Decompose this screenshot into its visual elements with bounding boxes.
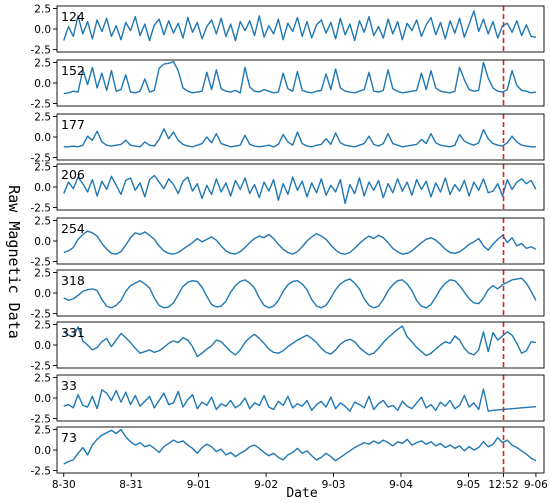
y-tick-label: -2.5: [31, 44, 52, 56]
y-tick-label: 0.0: [34, 236, 51, 248]
panel-frame: [56, 374, 545, 422]
series-line-177: [63, 128, 536, 148]
series-line-73: [63, 428, 537, 465]
y-tick-label: 2.5: [34, 424, 51, 436]
y-tick-label: -2.5: [31, 413, 52, 425]
panel-label: 331: [61, 325, 85, 340]
y-tick-label: 0.0: [34, 132, 51, 144]
y-tick-label: 0.0: [34, 78, 51, 90]
panel-331: 2.5 0.0 -2.5 331: [31, 319, 545, 372]
y-tick-label: -2.5: [31, 308, 52, 320]
y-tick-label: 2.5: [34, 111, 51, 123]
panel-frame: [56, 426, 545, 474]
y-tick-label: -2.5: [31, 465, 52, 477]
y-tick-label: -2.5: [31, 256, 52, 268]
y-tick-label: 2.5: [34, 57, 51, 69]
x-tick-label: 9-02: [254, 479, 278, 491]
x-tick-label: 9-04: [389, 479, 413, 491]
panel-label: 318: [61, 273, 85, 288]
panel-254: 2.5 0.0 -2.5 254: [31, 215, 545, 268]
panel-label: 152: [61, 63, 85, 78]
y-tick-label: 2.5: [34, 372, 51, 384]
y-tick-label: -2.5: [31, 360, 52, 372]
panel-73: 2.5 0.0 -2.5 73: [31, 424, 545, 477]
y-tick-label: 0.0: [34, 445, 51, 457]
y-tick-label: 0.0: [34, 24, 51, 36]
panel-177: 2.5 0.0 -2.5 177: [31, 111, 545, 164]
panel-frame: [56, 321, 545, 369]
y-tick-label: 2.5: [34, 3, 51, 15]
y-tick-label: 2.5: [34, 215, 51, 227]
panel-318: 2.5 0.0 -2.5 318: [31, 267, 545, 320]
y-axis-title: Raw Magnetic Data: [5, 185, 23, 339]
x-tick-label: 12:52: [488, 479, 518, 491]
x-tick-label: 9-06: [524, 479, 548, 491]
panel-206: 2.5 0.0 -2.5 206: [31, 161, 545, 214]
panel-label: 124: [61, 9, 85, 24]
y-tick-label: 0.0: [34, 182, 51, 194]
panel-label: 177: [61, 117, 85, 132]
panel-frame: [56, 217, 545, 265]
panel-frame: [56, 113, 545, 161]
panel-label: 33: [61, 378, 77, 393]
panel-label: 206: [61, 167, 85, 182]
panel-33: 2.5 0.0 -2.5 33: [31, 372, 545, 425]
series-line-124: [63, 10, 537, 42]
x-tick-label: 8-30: [52, 479, 76, 491]
x-axis-title: Date: [286, 486, 317, 501]
y-tick-label: -2.5: [31, 202, 52, 214]
series-line-152: [63, 60, 537, 95]
x-tick-label: 8-31: [119, 479, 143, 491]
series-line-254: [63, 230, 537, 255]
y-tick-label: 2.5: [34, 161, 51, 173]
y-tick-label: 2.5: [34, 319, 51, 331]
panels: 2.50.0-2.51242.50.0-2.51522.50.0-2.51772…: [31, 3, 545, 477]
series-line-331: [63, 325, 537, 358]
y-tick-label: -2.5: [31, 98, 52, 110]
panel-label: 73: [61, 430, 77, 445]
y-tick-label: -2.5: [31, 152, 52, 164]
x-tick-label: 9-05: [457, 479, 481, 491]
y-tick-label: 0.0: [34, 288, 51, 300]
panel-152: 2.5 0.0 -2.5 152: [31, 57, 545, 110]
y-tick-label: 2.5: [34, 267, 51, 279]
panel-frame: [56, 269, 545, 317]
y-tick-label: 0.0: [34, 393, 51, 405]
panel-label: 254: [61, 221, 85, 236]
panel-124: 2.5 0.0 -2.5 124: [31, 3, 545, 56]
x-tick-label: 9-01: [187, 479, 211, 491]
series-line-33: [63, 388, 536, 412]
panel-frame: [56, 163, 545, 211]
series-line-318: [63, 277, 537, 309]
y-tick-label: 0.0: [34, 340, 51, 352]
series-line-206: [63, 174, 537, 205]
x-tick-label: 9-03: [322, 479, 346, 491]
x-axis: 8-30 8-31 9-01 9-02 9-03 9-04 9-05 12:52 9-06: [52, 473, 548, 491]
